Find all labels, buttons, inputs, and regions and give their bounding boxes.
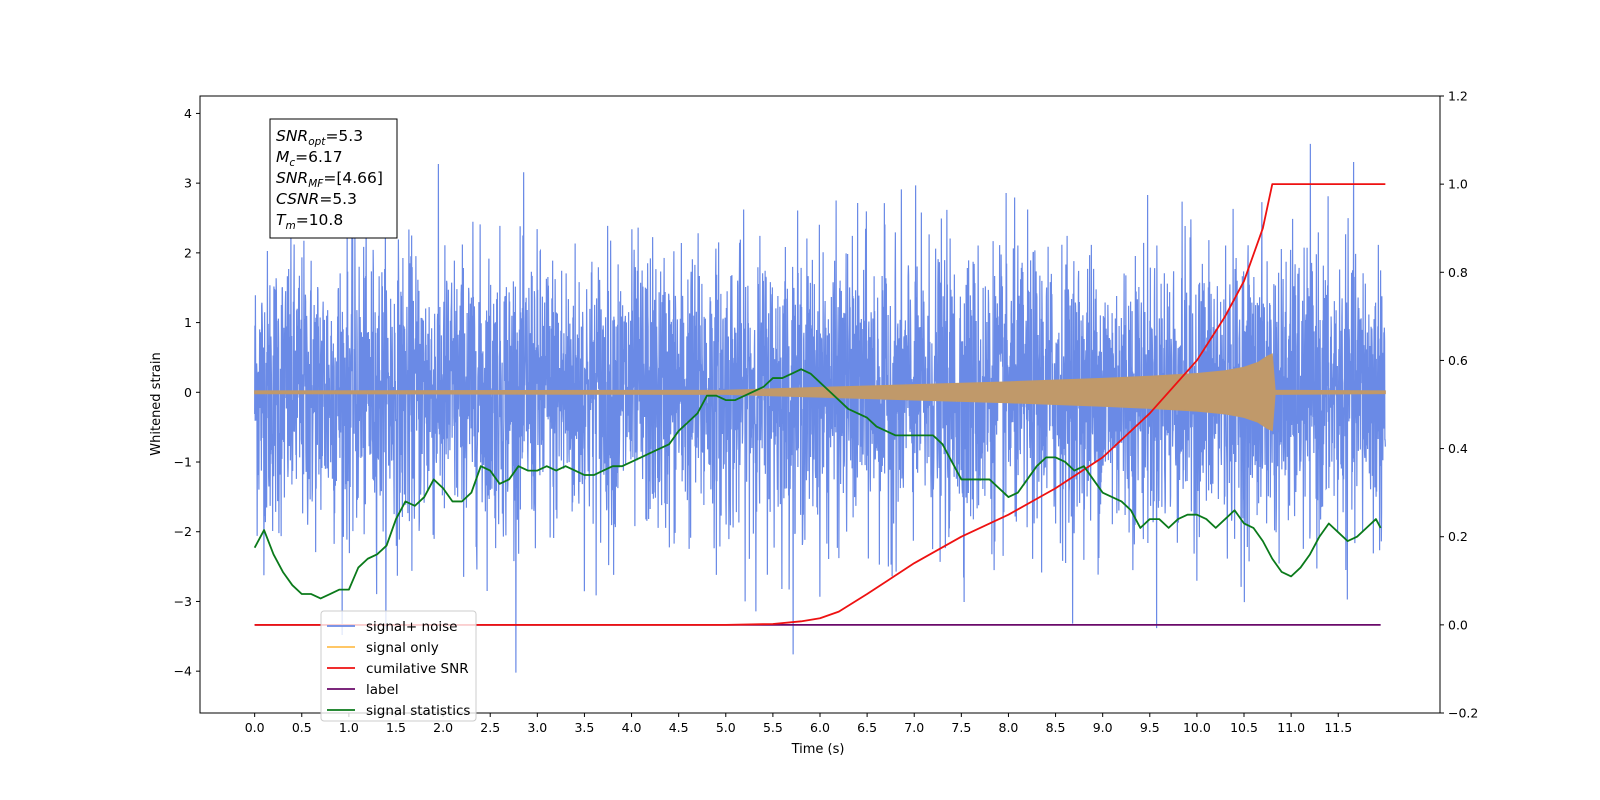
series-cumulative-snr xyxy=(254,183,1386,626)
x-tick-label: 1.0 xyxy=(339,720,359,735)
y2-tick-label: 1.2 xyxy=(1448,89,1468,104)
x-tick-label: 8.0 xyxy=(999,720,1019,735)
annotation-line: Tm=10.8 xyxy=(276,211,343,232)
x-tick-label: 5.5 xyxy=(763,720,783,735)
x-tick-label: 7.5 xyxy=(951,720,971,735)
legend-entry: signal+ noise xyxy=(366,619,457,635)
legend[interactable]: signal+ noise signal only cumilative SNR la… xyxy=(320,610,477,722)
x-tick-label: 2.5 xyxy=(480,720,500,735)
x-tick-label: 6.0 xyxy=(810,720,830,735)
y-tick-label: −2 xyxy=(174,524,192,539)
legend-entry: signal statistics xyxy=(366,703,470,719)
annotation-line: CSNR=5.3 xyxy=(276,190,357,208)
x-tick-label: 0.5 xyxy=(292,720,312,735)
x-tick-label: 4.0 xyxy=(622,720,642,735)
x-tick-label: 2.0 xyxy=(433,720,453,735)
y2-tick-label: 0.6 xyxy=(1448,353,1468,368)
legend-entry: cumilative SNR xyxy=(366,661,469,677)
y2-tick-label: 0.2 xyxy=(1448,529,1468,544)
x-tick-label: 7.0 xyxy=(904,720,924,735)
x-axis: 0.0 0.5 1.0 1.5 2.0 2.5 3.0 3.5 4.0 4.5 5.0 5.5 6.0 6… xyxy=(245,713,1352,735)
x-tick-label: 11.0 xyxy=(1277,720,1305,735)
x-tick-label: 9.5 xyxy=(1140,720,1160,735)
y-tick-label: 1 xyxy=(184,315,192,330)
y-tick-label: 3 xyxy=(184,176,192,191)
series-signal-noise xyxy=(254,143,1386,673)
y-tick-label: 4 xyxy=(184,106,192,121)
x-tick-label: 0.0 xyxy=(245,720,265,735)
y-axis-left: 4 3 2 1 0 −1 −2 −3 −4 xyxy=(174,106,200,679)
x-axis-label: Time (s) xyxy=(791,742,845,757)
x-tick-label: 6.5 xyxy=(857,720,877,735)
y2-tick-label: 0.4 xyxy=(1448,441,1468,456)
y2-tick-label: −0.2 xyxy=(1448,706,1478,721)
x-tick-label: 11.5 xyxy=(1324,720,1352,735)
y2-tick-label: 0.8 xyxy=(1448,265,1468,280)
annotation-line: SNRopt=5.3 xyxy=(276,127,363,148)
y-tick-label: −1 xyxy=(174,455,192,470)
y-axis-label: Whitened strain xyxy=(149,352,164,455)
x-tick-label: 5.0 xyxy=(716,720,736,735)
y-tick-label: −3 xyxy=(174,594,192,609)
x-tick-label: 4.5 xyxy=(669,720,689,735)
x-tick-label: 3.0 xyxy=(527,720,547,735)
y2-tick-label: 0.0 xyxy=(1448,617,1468,632)
x-tick-label: 1.5 xyxy=(386,720,406,735)
y2-tick-label: 1.0 xyxy=(1448,177,1468,192)
x-tick-label: 10.5 xyxy=(1230,720,1258,735)
y-axis-right: 1.2 1.0 0.8 0.6 0.4 0.2 0.0 −0.2 xyxy=(1440,89,1478,721)
annotation-line: SNRMF=[4.66] xyxy=(276,169,383,190)
series-signal-only xyxy=(254,353,1386,432)
y-tick-label: −4 xyxy=(174,664,192,679)
legend-entry: label xyxy=(366,682,399,698)
annotation-line: Mc=6.17 xyxy=(276,148,343,169)
y-tick-label: 2 xyxy=(184,245,192,260)
series-signal-statistics xyxy=(253,368,1382,600)
x-tick-label: 8.5 xyxy=(1046,720,1066,735)
x-tick-label: 10.0 xyxy=(1183,720,1211,735)
y-tick-label: 0 xyxy=(184,385,192,400)
x-tick-label: 3.5 xyxy=(574,720,594,735)
legend-entry: signal only xyxy=(366,640,439,656)
x-tick-label: 9.0 xyxy=(1093,720,1113,735)
